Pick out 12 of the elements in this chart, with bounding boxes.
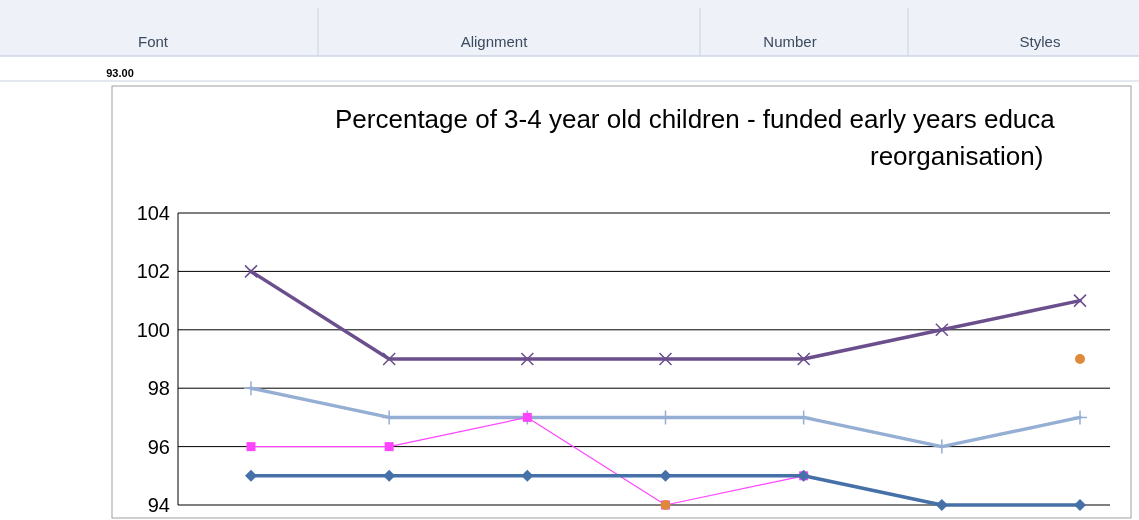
text: Styles bbox=[1019, 33, 1061, 50]
y-tick-label: 100 bbox=[136, 318, 170, 341]
text: Font bbox=[137, 33, 169, 50]
text: Alignment bbox=[460, 33, 529, 50]
y-tick-label: 104 bbox=[136, 202, 170, 224]
text: Number bbox=[763, 33, 817, 50]
y-tick-label: 102 bbox=[136, 260, 170, 283]
y-tick-label: 98 bbox=[147, 377, 170, 400]
y-tick-label: 96 bbox=[147, 435, 170, 458]
y-tick-label: 94 bbox=[147, 494, 170, 516]
chart-title: Percentage of 3-4 year old children - funded early years educa reorganisation) bbox=[335, 104, 1056, 171]
text: 93.00 bbox=[106, 67, 134, 79]
